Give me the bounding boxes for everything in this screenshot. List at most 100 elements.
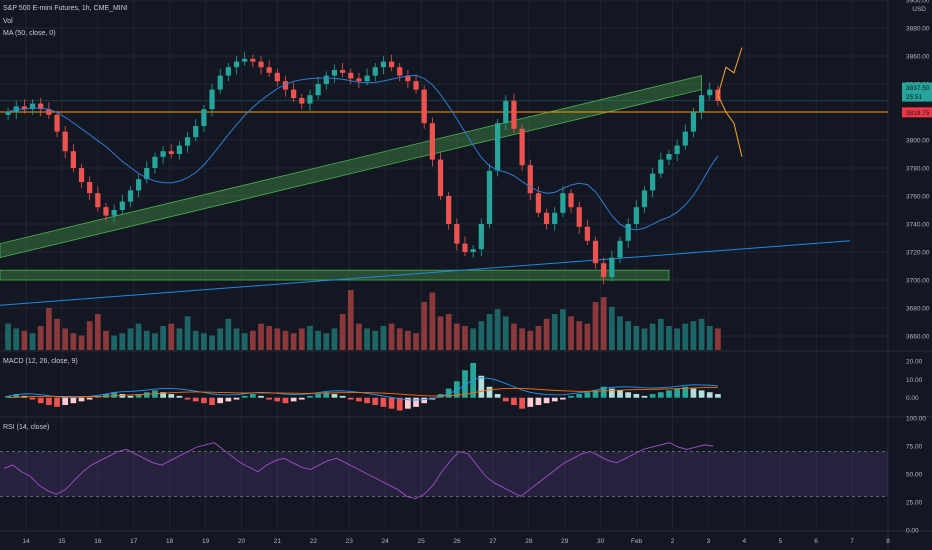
volume-bar	[233, 328, 240, 350]
candle-body	[462, 243, 468, 252]
candle-body	[5, 112, 11, 115]
macd-histogram-bar	[380, 397, 387, 407]
macd-histogram-bar	[127, 395, 134, 398]
price-tick-label: 3880.00	[906, 26, 930, 33]
volume-bar	[103, 330, 109, 350]
macd-histogram-bar	[421, 397, 428, 404]
candle-body	[168, 151, 174, 154]
x-tick-label: 28	[525, 538, 533, 545]
macd-histogram-bar	[160, 392, 166, 398]
macd-histogram-bar	[13, 394, 20, 398]
price-tick-label: 3720.00	[906, 250, 930, 257]
candle-body	[87, 182, 93, 194]
macd-histogram-bar	[519, 397, 525, 409]
rising-channel	[0, 75, 703, 259]
volume-bar	[184, 316, 191, 350]
macd-histogram-bar	[201, 397, 207, 404]
volume-bar	[356, 323, 362, 350]
candle-body	[282, 81, 289, 90]
volume-bar	[494, 309, 501, 350]
candle-body	[380, 61, 387, 68]
candle-body	[495, 123, 501, 171]
candle-body	[674, 145, 680, 154]
symbol-title: S&P 500 E-mini Futures, 1h, CME_MINI	[3, 5, 128, 12]
volume-bar	[13, 328, 20, 350]
macd-histogram-bar	[486, 386, 493, 398]
macd-histogram-bar	[608, 388, 615, 398]
volume-bar	[502, 316, 509, 350]
macd-histogram-bar	[315, 394, 321, 398]
candle-body	[233, 61, 240, 68]
candle-body	[437, 159, 444, 196]
candle-body	[601, 263, 607, 278]
candle-body	[323, 75, 329, 84]
currency-label: USD	[912, 6, 926, 13]
candle-body	[470, 249, 476, 252]
candle-body	[356, 78, 362, 82]
macd-histogram-bar	[706, 392, 713, 398]
candle-body	[225, 67, 231, 76]
candle-body	[511, 100, 517, 129]
x-tick-label: 25	[417, 538, 425, 545]
volume-bar	[152, 333, 158, 350]
macd-histogram-bar	[192, 397, 199, 402]
candle-body	[111, 210, 117, 216]
candle-body	[413, 81, 419, 90]
candle-body	[617, 240, 623, 258]
x-tick-label: 27	[489, 538, 497, 545]
macd-histogram-bar	[29, 397, 36, 400]
candle-body	[258, 61, 264, 68]
macd-tick-label: 20.00	[906, 359, 923, 366]
candle-body	[584, 226, 590, 241]
candle-body	[535, 193, 542, 213]
volume-bar	[592, 302, 599, 350]
macd-histogram-bar	[592, 390, 599, 398]
candle-body	[576, 207, 582, 227]
ma-legend: MA (50, close, 0)	[3, 30, 56, 37]
macd-histogram-bar	[715, 394, 721, 398]
volume-bar	[127, 328, 134, 350]
price-tag-label: 3837.50	[906, 85, 930, 92]
macd-histogram-bar	[445, 388, 452, 398]
volume-bar	[470, 328, 477, 350]
macd-histogram-bar	[184, 397, 191, 400]
macd-histogram-bar	[176, 395, 183, 398]
rsi-tick-label: 0.00	[906, 528, 919, 535]
macd-histogram-bar	[641, 395, 648, 398]
volume-bar	[421, 302, 428, 350]
volume-bar	[111, 335, 118, 350]
candle-body	[201, 109, 207, 126]
macd-histogram-bar	[233, 397, 240, 400]
volume-bar	[633, 326, 640, 350]
volume-bar	[168, 323, 175, 350]
macd-histogram-bar	[470, 362, 477, 398]
macd-histogram-bar	[405, 397, 411, 409]
volume-bar	[119, 333, 126, 350]
macd-histogram-bar	[282, 397, 289, 404]
volume-bar	[86, 321, 93, 350]
volume-bar	[715, 328, 721, 350]
macd-histogram-bar	[617, 390, 623, 398]
macd-histogram-bar	[258, 395, 264, 398]
x-tick-label: 30	[597, 538, 605, 545]
candle-body	[388, 61, 395, 68]
macd-histogram-bar	[551, 397, 558, 402]
volume-bar	[241, 333, 248, 350]
macd-histogram-bar	[527, 397, 534, 407]
candle-body	[503, 100, 509, 124]
candle-body	[103, 207, 109, 216]
rising-trendline	[0, 240, 851, 306]
volume-bar	[560, 309, 566, 350]
volume-bar	[698, 318, 705, 350]
macd-histogram-bar	[625, 392, 632, 398]
volume-bar	[453, 323, 460, 350]
volume-legend: Vol	[3, 18, 13, 25]
macd-histogram-bar	[209, 397, 215, 406]
candle-body	[291, 89, 297, 98]
candle-body	[38, 103, 44, 110]
rsi-legend: RSI (14, close)	[3, 424, 50, 431]
candle-body	[592, 240, 599, 264]
candle-body	[690, 112, 697, 132]
candle-body	[160, 151, 166, 157]
macd-histogram-bar	[649, 394, 656, 398]
